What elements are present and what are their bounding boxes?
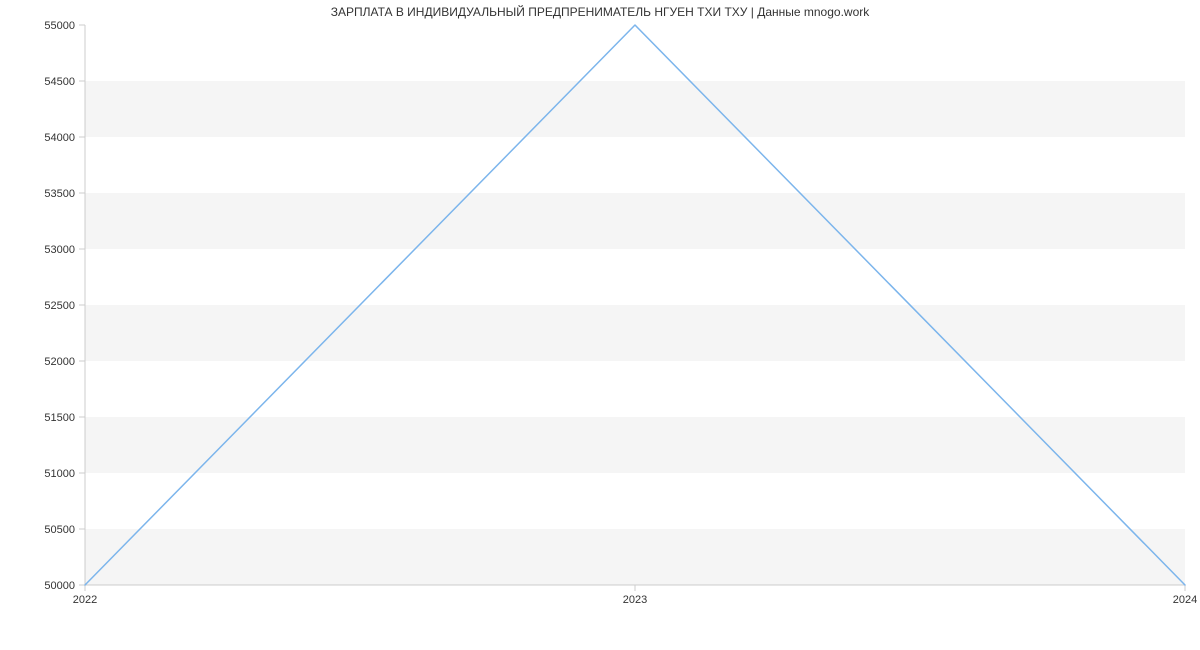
svg-text:52000: 52000 [44, 356, 75, 368]
svg-text:2022: 2022 [73, 594, 97, 606]
svg-text:50500: 50500 [44, 524, 75, 536]
svg-text:54500: 54500 [44, 76, 75, 88]
svg-text:53000: 53000 [44, 244, 75, 256]
svg-text:2024: 2024 [1173, 594, 1197, 606]
svg-text:54000: 54000 [44, 132, 75, 144]
svg-text:50000: 50000 [44, 580, 75, 592]
svg-text:53500: 53500 [44, 188, 75, 200]
svg-text:52500: 52500 [44, 300, 75, 312]
svg-text:2023: 2023 [623, 594, 647, 606]
svg-text:51000: 51000 [44, 468, 75, 480]
svg-text:51500: 51500 [44, 412, 75, 424]
svg-text:55000: 55000 [44, 20, 75, 32]
salary-line-chart: ЗАРПЛАТА В ИНДИВИДУАЛЬНЫЙ ПРЕДПРЕНИМАТЕЛ… [0, 0, 1200, 650]
chart-svg: 50000 50500 51000 51500 52000 52500 53000 53500… [0, 0, 1200, 650]
